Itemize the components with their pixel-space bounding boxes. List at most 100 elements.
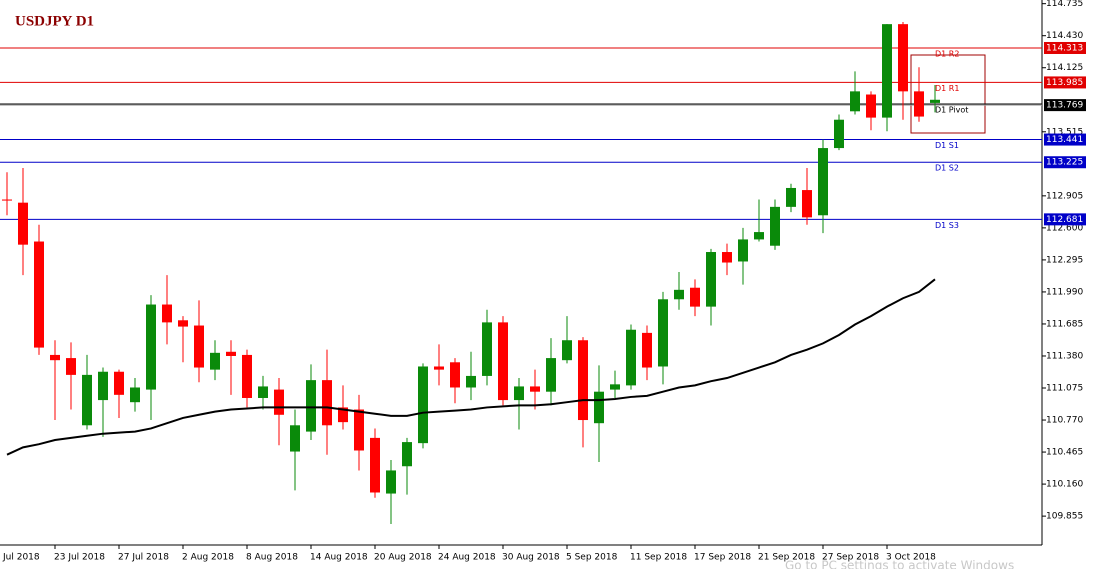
x-tick-label: 3 Oct 2018: [886, 553, 936, 563]
price-label: 113.225: [1046, 158, 1083, 168]
y-tick-label: 110.160: [1046, 480, 1083, 490]
candle-body: [578, 340, 588, 421]
candle-body: [866, 94, 876, 118]
y-tick-label: 110.465: [1046, 448, 1083, 458]
price-label-bg: [1044, 213, 1086, 226]
candle-body: [898, 24, 908, 92]
candle-body: [50, 354, 60, 361]
price-label-bg: [1044, 156, 1086, 169]
candle-body: [2, 199, 12, 201]
candle-body: [178, 320, 188, 327]
candle-body: [802, 190, 812, 218]
price-label-bg: [1044, 41, 1086, 54]
candle-body: [658, 299, 668, 367]
range-box: [910, 54, 986, 134]
candle-body: [690, 287, 700, 307]
y-tick-label: 110.770: [1046, 416, 1083, 426]
candle-body: [402, 442, 412, 467]
candle-body: [642, 332, 652, 368]
candle-body: [274, 389, 284, 415]
chart-title: USDJPY D1: [15, 13, 94, 29]
level-name: D1 S2: [935, 164, 959, 173]
x-tick-label: 11 Sep 2018: [630, 553, 687, 563]
candle-body: [882, 24, 892, 118]
x-tick-label: 2 Aug 2018: [182, 553, 234, 563]
candle-body: [386, 470, 396, 494]
x-tick-label: 8 Aug 2018: [246, 553, 298, 563]
y-tick-label: 114.430: [1046, 31, 1083, 41]
y-tick-label: 113.515: [1046, 127, 1083, 137]
y-tick-label: 111.685: [1046, 319, 1083, 329]
x-tick-label: 21 Sep 2018: [758, 553, 815, 563]
candle-body: [322, 380, 332, 426]
moving-average: [6, 278, 936, 456]
candle-body: [562, 340, 572, 361]
y-tick-label: 109.855: [1046, 512, 1083, 522]
candle-body: [850, 91, 860, 112]
price-label-bg: [1044, 99, 1086, 112]
y-tick-label: 111.380: [1046, 351, 1083, 361]
price-label-bg: [1044, 76, 1086, 89]
candle-body: [306, 380, 316, 432]
candle-body: [546, 358, 556, 392]
candle-body: [130, 387, 140, 403]
y-tick-label: 112.295: [1046, 255, 1083, 265]
candle-body: [786, 187, 796, 207]
price-label: 113.441: [1046, 135, 1083, 145]
x-tick-label: 24 Aug 2018: [438, 553, 496, 563]
candle-body: [514, 386, 524, 401]
candle-body: [258, 386, 268, 398]
candle-body: [770, 206, 780, 246]
candle-body: [914, 91, 924, 117]
candle-body: [530, 386, 540, 392]
x-tick-label: 5 Sep 2018: [566, 553, 618, 563]
candle-body: [610, 384, 620, 390]
y-tick-label: 112.905: [1046, 191, 1083, 201]
level-name: D1 S3: [935, 221, 959, 230]
candle-body: [370, 437, 380, 493]
x-tick-label: 20 Aug 2018: [374, 553, 432, 563]
candle-body: [722, 252, 732, 263]
candle-body: [594, 391, 604, 424]
candle-body: [354, 409, 364, 451]
candle-body: [18, 202, 28, 245]
level-name: D1 R1: [935, 84, 959, 93]
candle-body: [34, 241, 44, 348]
candle-body: [754, 232, 764, 240]
candle-body: [434, 366, 444, 370]
x-tick-label: 17 Sep 2018: [694, 553, 751, 563]
y-tick-label: 111.075: [1046, 384, 1083, 394]
x-tick-label: 30 Aug 2018: [502, 553, 560, 563]
price-label: 114.313: [1046, 43, 1083, 53]
x-tick-label: 27 Sep 2018: [822, 553, 879, 563]
price-label: 112.681: [1046, 215, 1083, 225]
candle-body: [98, 371, 108, 401]
y-tick-label: 111.990: [1046, 287, 1083, 297]
candle-body: [82, 374, 92, 426]
candle-body: [162, 304, 172, 323]
candle-body: [834, 119, 844, 149]
candle-body: [626, 329, 636, 386]
candle-body: [338, 407, 348, 423]
candle-body: [290, 425, 300, 452]
level-name: D1 Pivot: [935, 105, 968, 114]
candle-body: [674, 289, 684, 300]
candle-body: [210, 352, 220, 370]
level-name: D1 R2: [935, 49, 959, 58]
candle-body: [930, 99, 940, 103]
candle-body: [482, 322, 492, 376]
candle-body: [194, 325, 204, 368]
candle-body: [418, 366, 428, 444]
x-tick-label: 23 Jul 2018: [54, 553, 105, 563]
x-tick-label: Jul 2018: [2, 553, 40, 563]
candle-body: [738, 239, 748, 262]
y-tick-label: 114.125: [1046, 63, 1083, 73]
y-tick-label: 112.600: [1046, 223, 1083, 233]
y-tick-label: 114.735: [1046, 0, 1083, 9]
watermark: Go to PC settings to activate Windows: [785, 559, 1014, 569]
candle-body: [450, 362, 460, 388]
candle-body: [242, 354, 252, 398]
price-label-bg: [1044, 133, 1086, 146]
candle-body: [226, 351, 236, 356]
